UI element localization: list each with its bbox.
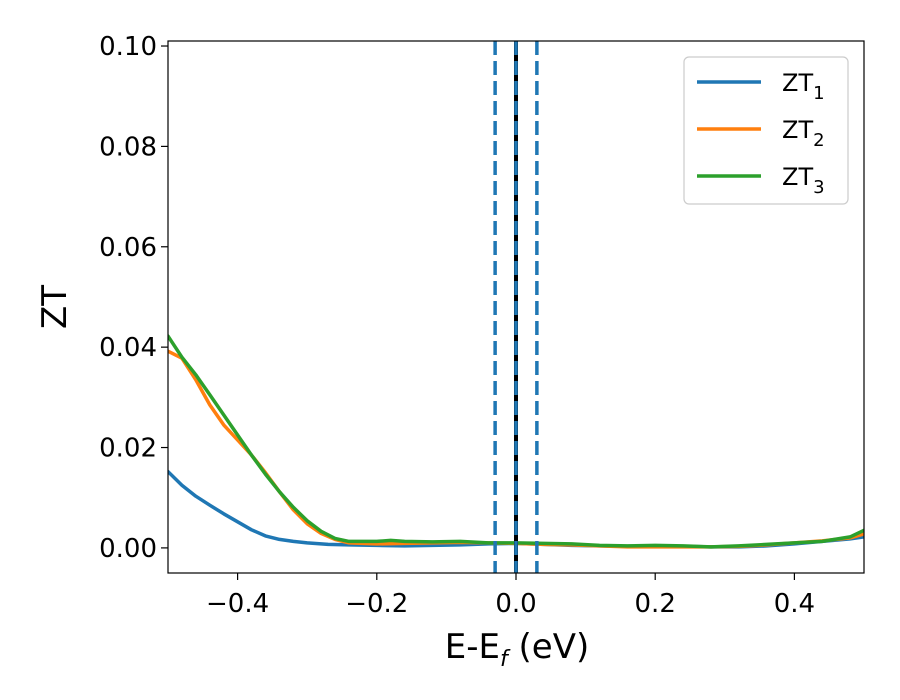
series-layer: [168, 334, 864, 549]
y-tick-label: 0.04: [99, 333, 157, 363]
x-axis-label-suffix: (eV): [508, 627, 590, 667]
x-axis-label-subscript: f: [500, 647, 511, 672]
series-line-zt3: [168, 334, 864, 549]
legend-label-subscript: 2: [813, 130, 824, 151]
x-tick-label: −0.2: [345, 589, 408, 619]
y-axis-label: ZT: [35, 285, 75, 329]
y-tick-label: 0.06: [99, 233, 157, 263]
legend-label-main: ZT: [782, 163, 813, 191]
legend-label-subscript: 1: [813, 83, 824, 104]
legend-label-zt1: ZT1: [782, 69, 825, 104]
legend-label-zt3: ZT3: [782, 163, 825, 198]
legend-label-zt2: ZT2: [782, 116, 825, 151]
x-axis-ticks: −0.4 −0.2 0.0 0.2 0.4: [206, 573, 815, 619]
x-tick-label: 0.0: [495, 589, 536, 619]
legend-label-subscript: 3: [813, 177, 824, 198]
plot-area-frame: [167, 40, 865, 574]
y-tick-label: 0.02: [99, 434, 157, 464]
x-axis-label: E-Ef (eV): [445, 627, 590, 672]
y-tick-label: 0.10: [99, 32, 157, 62]
x-tick-label: 0.4: [774, 589, 815, 619]
y-axis-ticks: 0.00 0.02 0.04 0.06 0.08 0.10: [99, 32, 168, 564]
vertical-lines: [493, 41, 539, 573]
legend-box: [683, 56, 849, 205]
x-tick-label: −0.4: [206, 589, 269, 619]
y-tick-label: 0.08: [99, 132, 157, 162]
legend-label-main: ZT: [782, 69, 813, 97]
legend-label-main: ZT: [782, 116, 813, 144]
x-tick-label: 0.2: [635, 589, 676, 619]
y-tick-label: 0.00: [99, 534, 157, 564]
x-axis-label-main: E-E: [445, 627, 500, 667]
